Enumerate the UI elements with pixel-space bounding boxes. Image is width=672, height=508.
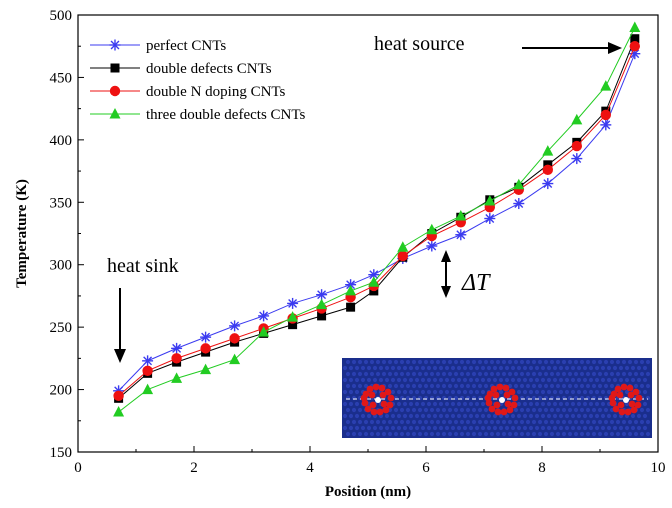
heat-sink-label: heat sink — [107, 255, 179, 277]
data-point — [368, 276, 380, 287]
data-point — [171, 342, 183, 354]
data-point — [455, 210, 467, 221]
y-axis-title: Temperature (K) — [14, 179, 30, 288]
data-point — [317, 311, 327, 321]
legend-label: perfect CNTs — [146, 38, 226, 54]
data-point — [484, 213, 496, 225]
legend-label: three double defects CNTs — [146, 107, 305, 123]
series-line — [118, 53, 636, 392]
data-point — [113, 390, 124, 402]
data-point — [258, 310, 270, 322]
delta-t-label: ΔT — [461, 270, 491, 296]
legend-marker — [109, 85, 121, 97]
data-point — [113, 406, 125, 417]
series-star — [113, 48, 641, 397]
x-tick-label: 4 — [306, 460, 314, 476]
data-point — [629, 41, 640, 52]
data-point — [229, 320, 241, 332]
data-point — [600, 119, 612, 131]
cnt-inset-image — [342, 358, 652, 438]
data-point — [171, 353, 182, 364]
data-point — [455, 229, 467, 241]
data-point — [200, 331, 212, 343]
data-point — [229, 353, 241, 365]
legend-marker — [110, 63, 120, 73]
data-point — [600, 109, 611, 121]
heat-source-arrowhead — [608, 42, 622, 54]
data-point — [142, 365, 153, 377]
data-point — [600, 80, 612, 91]
data-point — [542, 178, 554, 190]
y-tick-label: 450 — [50, 70, 73, 86]
series-triangle — [113, 21, 641, 417]
x-axis-title: Position (nm) — [325, 484, 411, 500]
defect-center — [499, 397, 505, 403]
x-tick-label: 0 — [74, 460, 82, 476]
data-point — [200, 343, 211, 354]
data-point — [571, 153, 583, 165]
delta-t-arrowhead-up — [441, 250, 451, 262]
legend-label: double defects CNTs — [146, 61, 272, 77]
y-tick-label: 500 — [50, 8, 73, 24]
data-point — [513, 198, 525, 210]
defect-cluster — [360, 383, 395, 416]
legend: perfect CNTs double defects CNTs double N … — [90, 38, 305, 123]
x-tick-label: 6 — [422, 460, 430, 476]
data-point — [571, 113, 583, 125]
y-tick-label: 250 — [50, 320, 73, 336]
x-axis-ticks: 0 2 4 6 8 10 — [74, 446, 666, 476]
data-point — [484, 195, 496, 206]
data-point — [630, 34, 640, 44]
defect-center — [375, 397, 381, 403]
defect-center — [623, 397, 629, 403]
data-point — [345, 284, 357, 296]
defect-cluster — [484, 383, 519, 416]
data-point — [426, 240, 438, 252]
y-axis-ticks: 150 200 250 300 350 400 450 500 — [50, 8, 84, 461]
x-tick-label: 8 — [538, 460, 546, 476]
data-point — [346, 302, 356, 312]
data-point — [397, 250, 408, 262]
y-tick-label: 150 — [50, 445, 73, 461]
y-tick-label: 400 — [50, 133, 73, 149]
heat-source-label: heat source — [374, 33, 465, 55]
data-point — [142, 383, 154, 395]
inset-atoms — [342, 359, 651, 437]
heat-sink-arrowhead — [114, 349, 126, 363]
series-layer — [113, 21, 641, 417]
data-point — [345, 279, 357, 291]
data-point — [629, 21, 641, 32]
delta-t-arrowhead-down — [441, 286, 451, 298]
data-point — [513, 178, 525, 190]
data-point — [571, 140, 582, 152]
data-point — [316, 298, 328, 310]
data-point — [426, 223, 438, 235]
data-point — [288, 320, 298, 330]
legend-label: double N doping CNTs — [146, 84, 286, 100]
x-tick-label: 2 — [190, 460, 198, 476]
legend-marker — [109, 108, 121, 119]
data-point — [287, 311, 299, 322]
y-tick-label: 350 — [50, 195, 73, 211]
data-point — [287, 297, 299, 309]
y-tick-label: 300 — [50, 258, 73, 274]
x-tick-label: 10 — [651, 460, 666, 476]
data-point — [542, 164, 553, 176]
data-point — [316, 289, 328, 301]
data-point — [142, 355, 154, 367]
data-point — [258, 326, 270, 337]
defect-cluster — [608, 383, 643, 416]
legend-marker — [109, 39, 121, 51]
data-point — [397, 241, 409, 252]
data-point — [542, 145, 554, 156]
data-point — [171, 372, 183, 383]
data-point — [229, 333, 240, 344]
y-tick-label: 200 — [50, 383, 73, 399]
data-point — [200, 363, 212, 375]
